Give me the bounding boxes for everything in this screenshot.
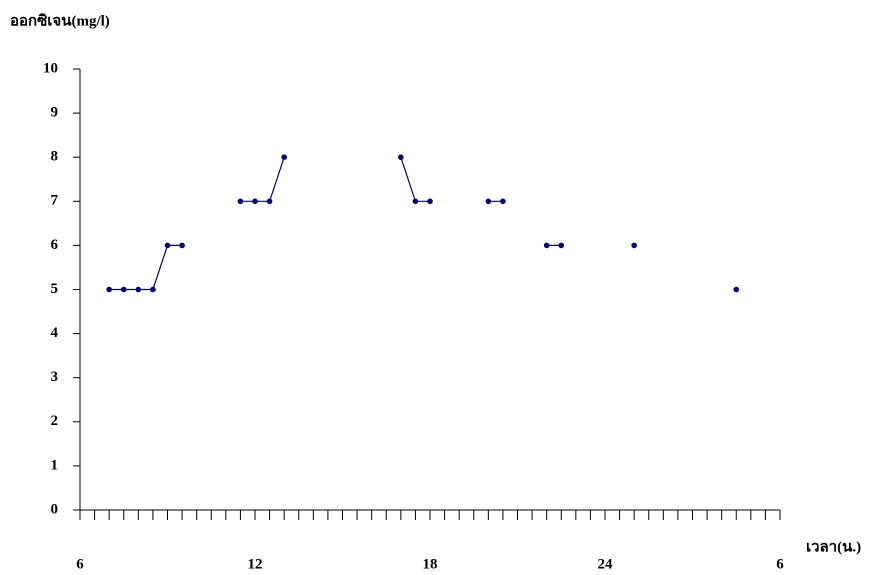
data-point	[412, 198, 419, 205]
data-point	[558, 242, 565, 249]
x-tick-label: 18	[423, 556, 438, 572]
data-point	[485, 198, 492, 205]
data-point	[150, 286, 156, 293]
data-point	[237, 198, 244, 205]
data-point	[164, 242, 171, 249]
x-tick-label: 12	[248, 556, 263, 572]
data-point	[135, 286, 142, 293]
x-axis-title: เวลา(น.)	[806, 539, 861, 555]
y-tick-label: 2	[51, 413, 59, 429]
data-point	[398, 154, 404, 160]
y-tick-label: 5	[51, 281, 59, 297]
data-point	[252, 198, 258, 205]
y-tick-label: 6	[51, 237, 59, 253]
data-point	[179, 242, 185, 249]
data-point	[120, 286, 127, 293]
data-point	[733, 286, 740, 293]
data-point	[106, 286, 112, 293]
y-tick-label: 1	[51, 457, 59, 473]
y-tick-label: 0	[51, 501, 59, 517]
y-tick-label: 7	[51, 193, 59, 209]
x-tick-label: 24	[598, 556, 614, 572]
y-tick-label: 4	[51, 325, 59, 341]
data-point	[543, 242, 550, 249]
y-tick-label: 9	[51, 105, 59, 121]
data-point	[266, 198, 273, 205]
x-tick-label: 6	[76, 556, 84, 572]
x-tick-label: 6	[776, 556, 784, 572]
y-axis-title: ออกซิเจน(mg/l)	[10, 11, 110, 29]
data-point	[631, 242, 637, 249]
data-point	[281, 154, 287, 160]
y-tick-label: 10	[43, 60, 58, 76]
y-tick-label: 8	[51, 149, 59, 165]
data-point	[500, 198, 506, 205]
y-tick-label: 3	[51, 369, 59, 385]
data-point	[427, 198, 433, 205]
series-line	[109, 157, 736, 289]
